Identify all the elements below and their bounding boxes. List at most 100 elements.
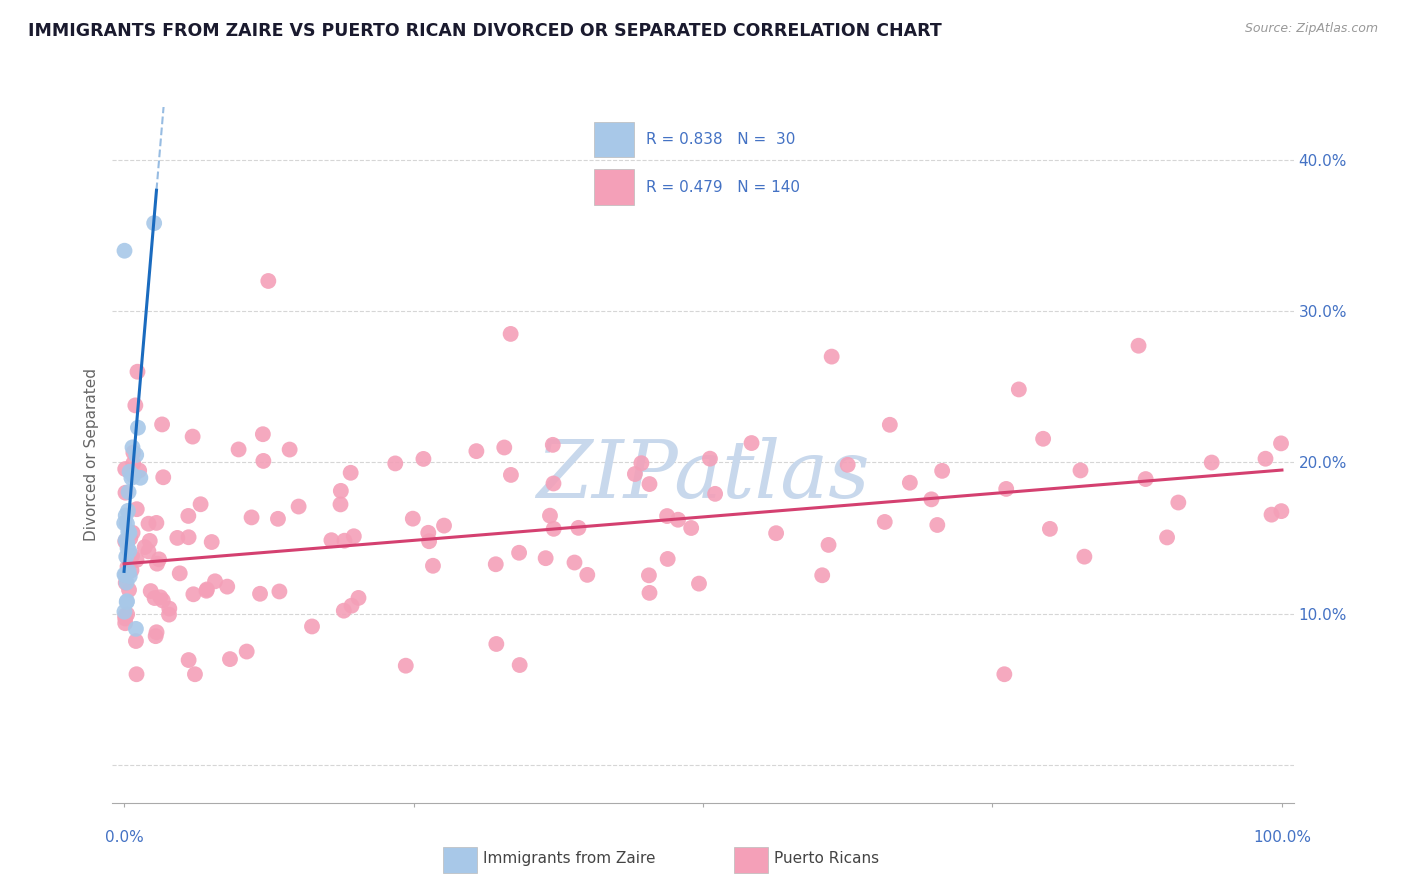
Point: [340, 599, 363, 613]
Point: [927, 518, 949, 533]
Point: [624, 467, 647, 481]
Point: [688, 576, 710, 591]
Point: [143, 591, 166, 605]
Point: [543, 476, 565, 491]
Point: [114, 611, 136, 625]
Point: [121, 549, 143, 563]
Point: [873, 515, 896, 529]
Point: [821, 350, 844, 364]
Point: [1008, 383, 1031, 397]
Point: [301, 619, 323, 633]
Point: [217, 580, 239, 594]
Point: [465, 444, 488, 458]
Point: [485, 558, 508, 572]
Point: [269, 584, 291, 599]
Point: [121, 441, 143, 455]
Point: [115, 575, 138, 590]
Point: [195, 582, 218, 597]
Point: [920, 492, 942, 507]
Point: [541, 438, 564, 452]
Point: [509, 658, 531, 673]
Point: [993, 667, 1015, 681]
Point: [118, 582, 141, 597]
Point: [115, 607, 138, 622]
Point: [114, 616, 136, 631]
Point: [638, 568, 661, 582]
Point: [638, 477, 661, 491]
Point: [204, 574, 226, 589]
Point: [704, 487, 727, 501]
Point: [157, 601, 180, 615]
Bar: [734, 847, 768, 872]
Point: [117, 541, 139, 555]
Point: [117, 504, 139, 518]
Point: [114, 533, 136, 548]
Text: ZIPatlas: ZIPatlas: [536, 437, 870, 515]
Point: [115, 549, 138, 564]
Point: [252, 427, 274, 442]
Point: [177, 653, 200, 667]
Point: [508, 546, 530, 560]
Point: [699, 451, 721, 466]
Point: [257, 274, 280, 288]
Point: [114, 568, 136, 582]
Point: [118, 565, 141, 579]
Point: [538, 508, 561, 523]
Point: [638, 586, 661, 600]
Point: [127, 420, 149, 434]
Point: [125, 622, 148, 636]
Point: [931, 464, 953, 478]
Point: [127, 365, 149, 379]
Point: [287, 500, 309, 514]
Point: [121, 525, 143, 540]
Point: [543, 522, 565, 536]
Point: [567, 521, 589, 535]
Point: [148, 552, 170, 566]
Point: [169, 566, 191, 581]
Point: [122, 468, 145, 483]
Point: [114, 534, 136, 549]
Point: [252, 454, 274, 468]
Point: [118, 525, 141, 540]
Point: [347, 591, 370, 605]
Point: [1167, 495, 1189, 509]
Point: [499, 467, 522, 482]
Point: [114, 575, 136, 590]
Point: [114, 608, 136, 623]
Point: [128, 464, 150, 478]
Point: [181, 429, 204, 443]
Point: [422, 558, 444, 573]
Point: [114, 508, 136, 523]
Text: Immigrants from Zaire: Immigrants from Zaire: [484, 851, 655, 866]
Point: [402, 511, 425, 525]
Point: [120, 471, 142, 485]
Point: [1032, 432, 1054, 446]
Point: [125, 448, 148, 462]
Point: [655, 509, 678, 524]
Point: [134, 540, 156, 554]
Point: [115, 535, 138, 549]
Point: [1201, 456, 1223, 470]
Point: [1073, 549, 1095, 564]
Point: [343, 529, 366, 543]
Point: [433, 518, 456, 533]
Point: [395, 658, 418, 673]
Y-axis label: Divorced or Separated: Divorced or Separated: [84, 368, 100, 541]
Point: [339, 466, 361, 480]
Point: [152, 593, 174, 607]
Point: [898, 475, 921, 490]
Point: [499, 326, 522, 341]
Point: [122, 457, 145, 471]
Text: 100.0%: 100.0%: [1253, 830, 1310, 845]
Point: [184, 667, 207, 681]
Point: [329, 483, 352, 498]
Point: [278, 442, 301, 457]
Point: [384, 457, 406, 471]
Point: [124, 398, 146, 412]
Point: [114, 485, 136, 500]
Point: [576, 567, 599, 582]
Point: [534, 551, 557, 566]
Point: [115, 516, 138, 531]
Point: [117, 485, 139, 500]
Point: [114, 605, 136, 619]
